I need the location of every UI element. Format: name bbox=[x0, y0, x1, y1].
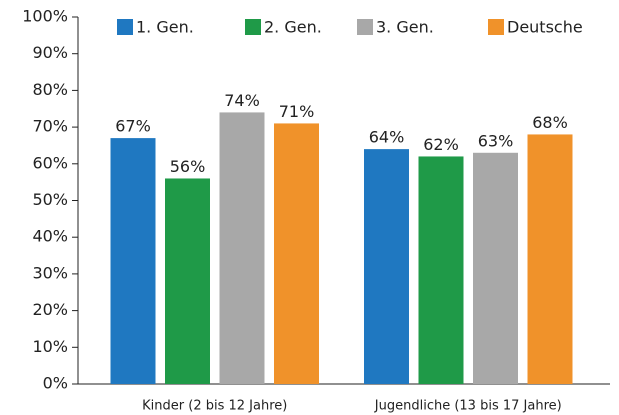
y-tick-label: 50% bbox=[32, 190, 68, 209]
legend-label: 3. Gen. bbox=[376, 18, 434, 37]
bar bbox=[219, 112, 265, 385]
bar bbox=[473, 152, 518, 384]
bar bbox=[165, 178, 210, 384]
x-tick-label: Kinder (2 bis 12 Jahre) bbox=[142, 399, 287, 414]
legend-label: 2. Gen. bbox=[264, 18, 322, 37]
data-label: 63% bbox=[478, 131, 514, 150]
y-tick-label: 10% bbox=[32, 337, 68, 356]
bar bbox=[274, 123, 319, 385]
bar bbox=[364, 149, 409, 384]
y-tick-label: 0% bbox=[43, 374, 68, 393]
legend-label: 1. Gen. bbox=[136, 18, 194, 37]
y-tick-label: 70% bbox=[32, 117, 68, 136]
y-tick-label: 20% bbox=[32, 300, 68, 319]
bar bbox=[418, 156, 464, 384]
y-tick-label: 100% bbox=[22, 7, 68, 26]
bar bbox=[110, 138, 156, 384]
data-label: 68% bbox=[532, 113, 568, 132]
y-tick-label: 60% bbox=[32, 153, 68, 172]
data-label: 71% bbox=[279, 102, 315, 121]
y-tick-label: 80% bbox=[32, 80, 68, 99]
y-tick-label: 90% bbox=[32, 43, 68, 62]
legend-swatch bbox=[357, 19, 373, 35]
data-label: 56% bbox=[170, 157, 206, 176]
data-label: 62% bbox=[423, 135, 459, 154]
legend-swatch bbox=[117, 19, 133, 35]
legend-swatch bbox=[245, 19, 261, 35]
y-tick-label: 30% bbox=[32, 263, 68, 282]
legend-swatch bbox=[488, 19, 504, 35]
bar bbox=[527, 134, 573, 384]
data-label: 67% bbox=[115, 117, 151, 136]
x-tick-label: Jugendliche (13 bis 17 Jahre) bbox=[374, 399, 562, 414]
data-label: 74% bbox=[224, 91, 260, 110]
y-tick-label: 40% bbox=[32, 227, 68, 246]
legend-label: Deutsche bbox=[507, 18, 583, 37]
data-label: 64% bbox=[369, 128, 405, 147]
